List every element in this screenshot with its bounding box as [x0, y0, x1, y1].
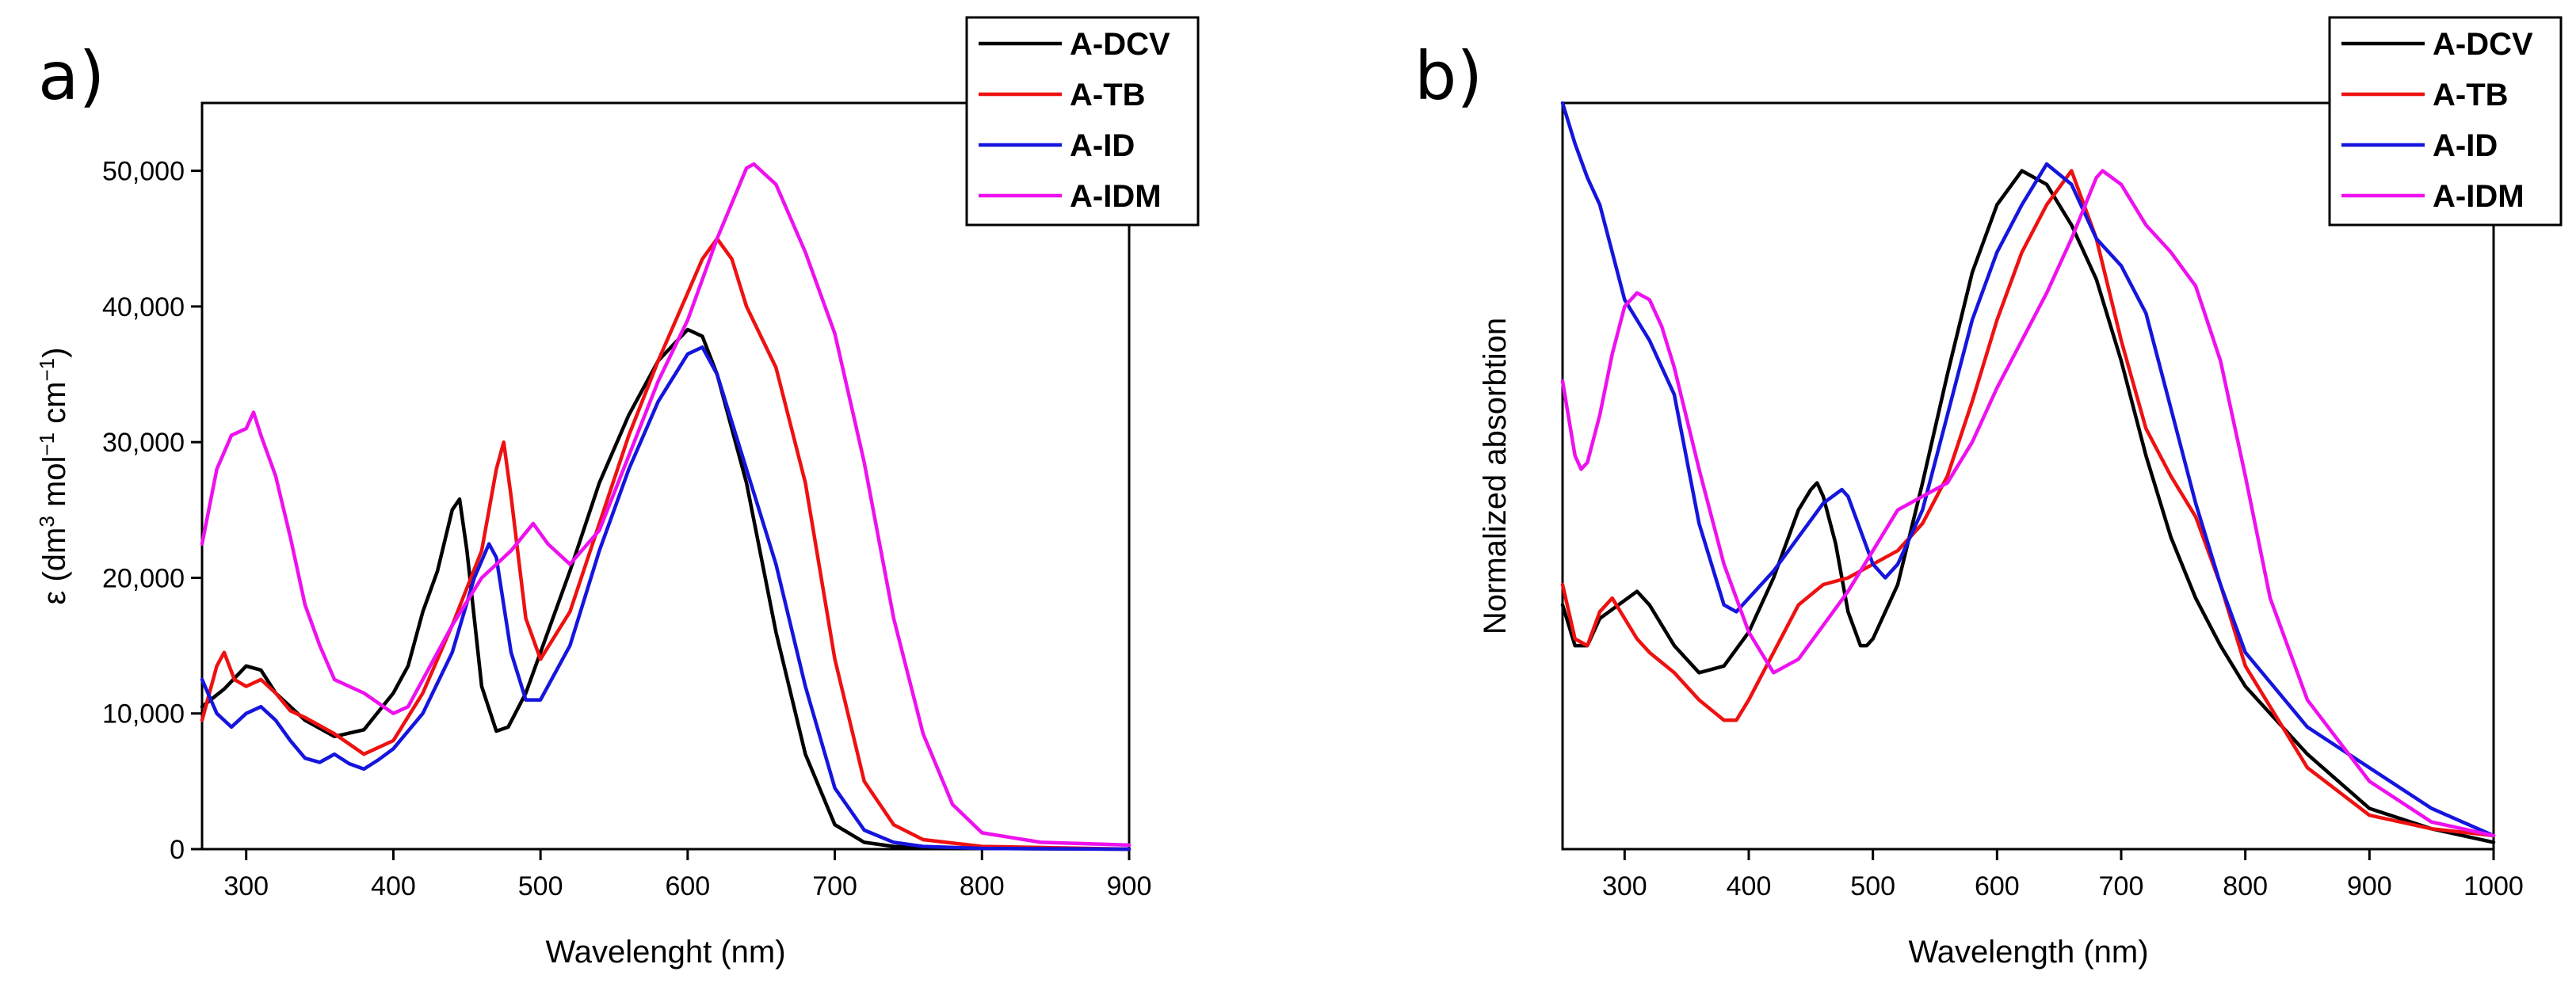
- panel-b-legend: A-DCV A-TB A-ID A-IDM: [2328, 16, 2563, 227]
- panel-b-x-axis-title: Wavelength (nm): [1908, 935, 2148, 970]
- x-tick-label: 700: [812, 871, 857, 901]
- ylabel-part: mol: [37, 456, 72, 516]
- y-tick-label: 0: [170, 835, 185, 865]
- x-tick-label: 400: [371, 871, 416, 901]
- ylabel-part: ε (dm: [37, 528, 72, 605]
- legend-entry: A-DCV: [2433, 27, 2533, 62]
- x-tick-label: 500: [518, 871, 563, 901]
- panel-b-label: b): [1414, 37, 1483, 115]
- ylabel-sup: −1: [35, 432, 59, 456]
- x-tick-label: 600: [1975, 871, 2020, 901]
- x-tick-label: 300: [1602, 871, 1647, 901]
- panel-a-series-a-idm: [200, 162, 1132, 848]
- ylabel-sup: 3: [35, 516, 59, 527]
- legend-entry: A-ID: [2433, 128, 2498, 163]
- x-tick-label: 800: [2223, 871, 2268, 901]
- panel-a-chart: a) 300 400 500 600 700 800 900 0 10,000 20,000 30,…: [35, 16, 1200, 970]
- panel-b-series-a-id: [1560, 101, 2496, 838]
- panel-a-series-group: [200, 162, 1132, 852]
- legend-box: [2328, 16, 2563, 227]
- panel-b-series-group: [1560, 101, 2496, 844]
- panel-a-label: a): [38, 37, 105, 115]
- ylabel-part: ): [37, 348, 72, 358]
- x-tick-label: 400: [1727, 871, 1772, 901]
- panel-a-x-axis-title: Wavelenght (nm): [545, 935, 785, 970]
- panel-b-axes: 300 400 500 600 700 800 900 1000: [1602, 849, 2524, 901]
- panel-a-series-a-id: [200, 345, 1132, 852]
- panel-a-series-a-dcv: [200, 327, 1132, 852]
- ylabel-part: cm: [37, 382, 72, 432]
- ylabel-sup: −1: [35, 358, 59, 382]
- panel-a-series-a-tb: [200, 237, 1132, 852]
- legend-entry: A-IDM: [2433, 179, 2524, 214]
- y-tick-label: 20,000: [102, 563, 185, 593]
- y-tick-label: 10,000: [102, 699, 185, 730]
- legend-entry: A-IDM: [1070, 179, 1162, 214]
- x-tick-label: 900: [1107, 871, 1152, 901]
- panel-b-series-a-idm: [1560, 169, 2496, 838]
- panel-b-series-a-dcv: [1560, 169, 2496, 844]
- legend-entry: A-DCV: [1070, 27, 1170, 62]
- x-tick-label: 900: [2347, 871, 2392, 901]
- y-tick-label: 30,000: [102, 428, 185, 458]
- panel-a-plot-frame: [200, 101, 1131, 851]
- y-tick-label: 50,000: [102, 157, 185, 187]
- x-tick-label: 600: [665, 871, 710, 901]
- legend-entry: A-ID: [1070, 128, 1135, 163]
- panel-b-series-a-tb: [1560, 169, 2496, 838]
- legend-entry: A-TB: [2433, 78, 2509, 112]
- x-tick-label: 700: [2099, 871, 2144, 901]
- x-tick-label: 300: [223, 871, 269, 901]
- x-tick-label: 500: [1850, 871, 1895, 901]
- y-tick-label: 40,000: [102, 292, 185, 322]
- legend-box: [965, 16, 1200, 227]
- panel-a-axes: 300 400 500 600 700 800 900 0 10,000 20,000 30,000…: [102, 157, 1151, 901]
- panel-a-legend: A-DCV A-TB A-ID A-IDM: [965, 16, 1200, 227]
- panel-b-y-axis-title: Normalized absorbtion: [1478, 318, 1513, 634]
- panel-b-plot-frame: [1561, 101, 2495, 851]
- panel-a-y-axis-title: ε (dm3 mol−1 cm−1): [35, 348, 72, 605]
- x-tick-label: 800: [960, 871, 1005, 901]
- legend-entry: A-TB: [1070, 78, 1146, 112]
- x-tick-label: 1000: [2463, 871, 2524, 901]
- panel-b-chart: b) 300 400 500 600 700 800 900 1000 Wavelength …: [1414, 16, 2563, 970]
